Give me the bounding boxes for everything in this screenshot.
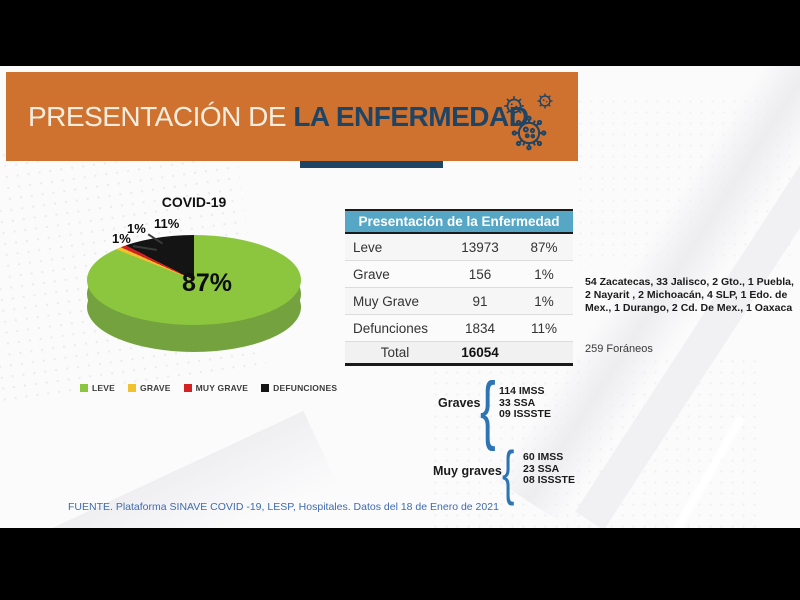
table-row: Muy Grave 91 1% <box>345 288 573 315</box>
table-header: Presentación de la Enfermedad <box>345 211 573 234</box>
muy-graves-imss: 60 IMSS <box>523 451 564 463</box>
pie-label-leve: 87% <box>182 269 233 297</box>
pie-label-grave: 1% <box>127 221 146 236</box>
graves-label: Graves <box>438 396 481 410</box>
legend-swatch <box>80 384 88 392</box>
chart-legend: LEVE GRAVE MUY GRAVE DEFUNCIONES <box>80 383 337 393</box>
legend-item-muy-grave: MUY GRAVE <box>183 383 249 393</box>
legend-item-leve: LEVE <box>80 383 115 393</box>
pie-top-surface <box>87 235 301 325</box>
graves-brace: { <box>480 367 496 452</box>
legend-item-grave: GRAVE <box>128 383 171 393</box>
muy-graves-label: Muy graves <box>433 464 502 478</box>
legend-swatch <box>261 384 270 392</box>
legend-swatch <box>183 384 192 392</box>
muy-graves-items: 60 IMSS 23 SSA 08 ISSSTE <box>523 451 575 487</box>
muy-graves-ssa: 23 SSA <box>523 462 560 475</box>
virus-icon <box>484 86 574 158</box>
legend-swatch <box>128 384 137 392</box>
graves-ssa: 33 SSA <box>499 396 536 409</box>
table-row: Grave 156 1% <box>345 261 573 288</box>
pie-label-muy-grave: 1% <box>112 231 131 246</box>
dot-pattern <box>575 96 795 266</box>
table-row: Leve 13973 87% <box>345 234 573 261</box>
slide-canvas: PRESENTACIÓN DE LA ENFERMEDAD <box>0 66 800 528</box>
virus-icon-small-left <box>504 96 524 116</box>
states-breakdown-note: 54 Zacatecas, 33 Jalisco, 2 Gto., 1 Pueb… <box>585 276 794 314</box>
title-banner: PRESENTACIÓN DE LA ENFERMEDAD <box>6 72 578 161</box>
graves-issste: 09 ISSSTE <box>499 408 551 421</box>
virus-icon-small-right <box>537 93 553 109</box>
virus-icon-large <box>511 115 547 151</box>
muy-graves-issste: 08 ISSSTE <box>523 474 575 487</box>
page-title: PRESENTACIÓN DE LA ENFERMEDAD <box>28 100 529 132</box>
graves-imss: 114 IMSS <box>499 385 545 397</box>
pie-chart <box>87 173 301 387</box>
muy-graves-brace: { <box>502 439 515 506</box>
background-ribbon <box>572 416 745 528</box>
banner-accent-bar <box>300 161 443 168</box>
foraneos-note: 259 Foráneos <box>585 343 653 355</box>
source-note: FUENTE. Plataforma SINAVE COVID -19, LES… <box>68 501 499 513</box>
graves-items: 114 IMSS 33 SSA 09 ISSSTE <box>499 385 551 421</box>
table-total-row: Total 16054 <box>345 342 573 363</box>
chart-title: COVID-19 <box>161 194 227 210</box>
pie-label-defunciones: 11% <box>154 216 180 231</box>
data-table: Presentación de la Enfermedad Leve 13973… <box>345 209 573 366</box>
table-row: Defunciones 1834 11% <box>345 315 573 342</box>
legend-item-defunciones: DEFUNCIONES <box>261 383 337 393</box>
